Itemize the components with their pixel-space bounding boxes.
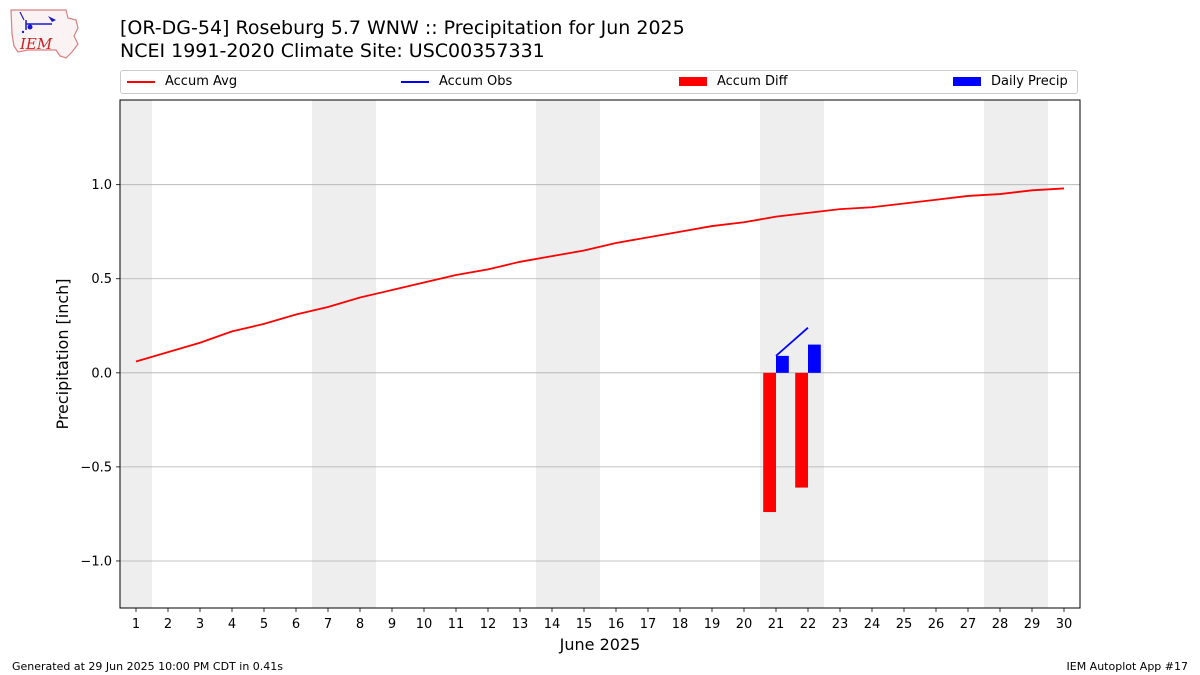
- legend-swatch-accum-diff: [679, 77, 707, 86]
- iem-logo: IEM: [10, 9, 79, 59]
- x-tick-label: 14: [544, 617, 561, 632]
- x-tick-label: 8: [356, 617, 364, 632]
- y-axis-label: Precipitation [inch]: [53, 278, 72, 429]
- legend-item-accum-avg: Accum Avg: [127, 74, 237, 89]
- generated-footer: Generated at 29 Jun 2025 10:00 PM CDT in…: [12, 660, 284, 673]
- legend-item-accum-obs: Accum Obs: [401, 74, 512, 89]
- x-tick-label: 28: [992, 617, 1009, 632]
- accum-obs-line: [775, 326, 809, 357]
- chart-legend: Accum Avg Accum Obs Accum Diff Daily Pre…: [120, 70, 1078, 94]
- x-tick-label: 18: [672, 617, 689, 632]
- x-tick-label: 23: [832, 617, 849, 632]
- x-tick-label: 27: [960, 617, 977, 632]
- x-axis-label: June 2025: [559, 635, 641, 654]
- x-tick-label: 3: [196, 617, 204, 632]
- legend-label-daily-precip: Daily Precip: [991, 74, 1068, 89]
- legend-label-accum-avg: Accum Avg: [165, 74, 238, 89]
- weekend-shade: [536, 100, 600, 608]
- x-tick-label: 16: [608, 617, 625, 632]
- legend-label-accum-diff: Accum Diff: [717, 74, 788, 89]
- x-tick-label: 5: [260, 617, 268, 632]
- x-tick-label: 15: [576, 617, 593, 632]
- y-tick-label: 0.0: [91, 366, 112, 381]
- y-tick-label: 0.5: [91, 272, 112, 287]
- x-tick-label: 24: [864, 617, 881, 632]
- legend-swatch-accum-avg: [127, 80, 155, 83]
- legend-item-daily-precip: Daily Precip: [953, 74, 1068, 89]
- x-tick-label: 1: [132, 617, 140, 632]
- x-tick-label: 19: [704, 617, 721, 632]
- accum-diff-bar: [795, 372, 808, 488]
- y-tick-label: −1.0: [80, 554, 112, 569]
- accum-diff-bar: [763, 372, 776, 513]
- x-tick-label: 25: [896, 617, 913, 632]
- x-tick-label: 26: [928, 617, 945, 632]
- weekend-shade: [312, 100, 376, 608]
- x-tick-label: 4: [228, 617, 236, 632]
- x-tick-label: 20: [736, 617, 753, 632]
- x-tick-label: 11: [448, 617, 465, 632]
- legend-label-accum-obs: Accum Obs: [439, 74, 513, 89]
- app-footer: IEM Autoplot App #17: [1066, 660, 1189, 673]
- legend-item-accum-diff: Accum Diff: [679, 74, 788, 89]
- x-tick-label: 9: [388, 617, 396, 632]
- daily-precip-bar: [776, 355, 789, 373]
- accum-avg-line: [135, 187, 1065, 363]
- y-tick-label: 1.0: [91, 178, 112, 193]
- x-tick-label: 13: [512, 617, 529, 632]
- x-tick-label: 10: [416, 617, 433, 632]
- weekend-shade: [984, 100, 1048, 608]
- x-tick-label: 2: [164, 617, 172, 632]
- x-tick-label: 12: [480, 617, 497, 632]
- x-tick-label: 7: [324, 617, 332, 632]
- plot-frame: [119, 99, 1081, 609]
- x-tick-label: 29: [1024, 617, 1041, 632]
- weekend-shade: [120, 100, 152, 608]
- chart-title: [OR-DG-54] Roseburg 5.7 WNW :: Precipita…: [120, 17, 685, 39]
- x-tick-label: 30: [1056, 617, 1073, 632]
- logo-text: IEM: [19, 35, 53, 53]
- y-tick-label: −0.5: [80, 460, 112, 475]
- legend-swatch-daily-precip: [953, 77, 981, 86]
- x-tick-label: 17: [640, 617, 657, 632]
- chart-subtitle: NCEI 1991-2020 Climate Site: USC00357331: [120, 40, 545, 62]
- legend-swatch-accum-obs: [401, 80, 429, 83]
- x-tick-label: 6: [292, 617, 300, 632]
- x-tick-label: 21: [768, 617, 785, 632]
- precipitation-chart: −1.0−0.50.00.51.01 2 3 4 5 6 7 8 9 10 11 12 13 14 15 16…: [53, 99, 1081, 654]
- x-tick-label: 22: [800, 617, 817, 632]
- daily-precip-bar: [808, 344, 821, 373]
